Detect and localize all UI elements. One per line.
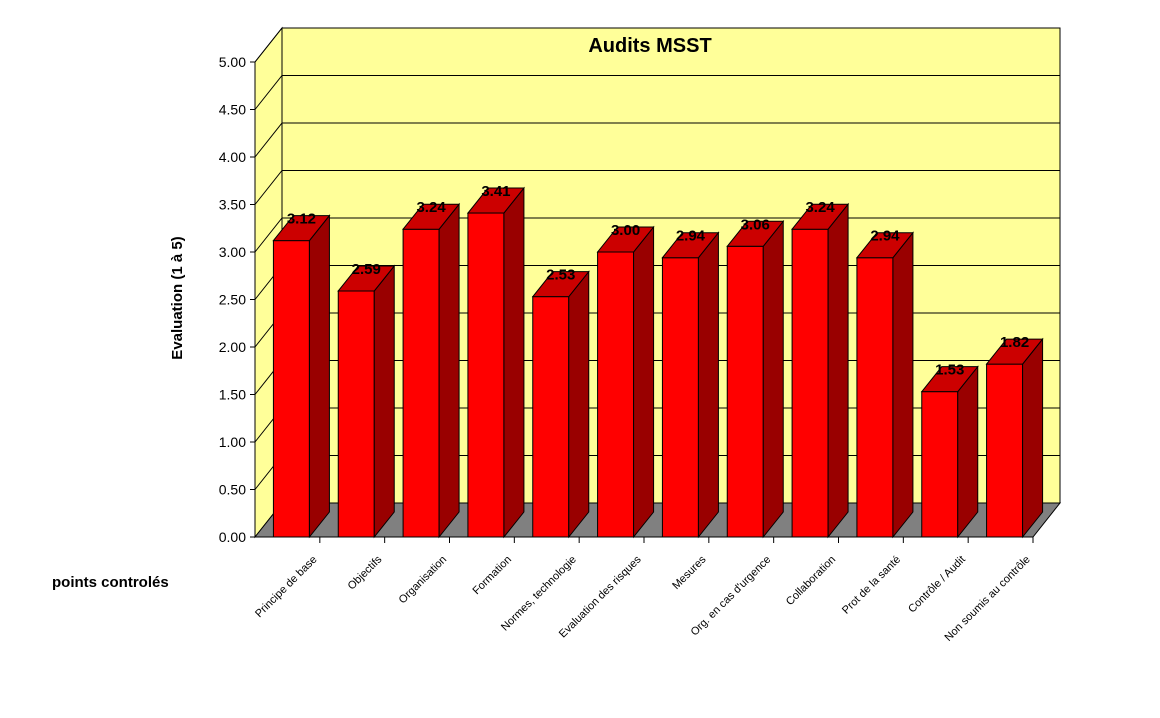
bar: 1.53: [920, 362, 979, 539]
gridline: [254, 27, 1060, 63]
bar-top: [402, 203, 461, 230]
bar-top: [985, 338, 1044, 365]
y-tick-label: 5.00: [219, 54, 246, 70]
y-axis-ticks: 0.00 0.50 1.00 1.50 2.00 2.50 3.00 3.50 4.00 4.50…: [219, 54, 256, 545]
bar: 2.94: [855, 228, 914, 539]
bar-side: [633, 225, 655, 539]
value-label: 2.53: [546, 267, 575, 284]
bar-top: [466, 187, 525, 214]
bar-top: [661, 232, 720, 259]
bar: 3.24: [791, 199, 850, 539]
value-label: 3.41: [481, 183, 510, 200]
bar: 3.00: [596, 222, 655, 539]
bar-side: [1022, 337, 1044, 539]
bar-top: [596, 226, 655, 253]
bar-side: [762, 219, 784, 539]
x-tick-label: Prot de la santé: [840, 554, 903, 617]
bar: 2.59: [337, 261, 396, 539]
value-label: 3.12: [287, 211, 316, 228]
bar-top: [337, 265, 396, 292]
y-tick-label: 2.50: [219, 292, 246, 308]
x-tick-label: Mesures: [670, 553, 709, 592]
bar-front: [986, 363, 1024, 538]
bar-top: [920, 366, 979, 393]
bar-front: [402, 228, 440, 538]
bar-side: [568, 270, 590, 539]
x-axis-ticks: Principe de base Objectifs Organisation For…: [253, 536, 1034, 644]
value-label: 2.94: [870, 228, 900, 245]
y-tick-label: 0.00: [219, 529, 246, 545]
bar-top: [726, 220, 785, 247]
bar: 2.53: [531, 267, 590, 539]
bar-front: [921, 391, 959, 538]
value-label: 1.53: [935, 362, 964, 379]
bar-side: [373, 264, 395, 539]
y-tick-label: 3.00: [219, 244, 246, 260]
x-tick-label: Formation: [471, 554, 515, 598]
bar-front: [532, 296, 570, 538]
bar-top: [791, 203, 850, 230]
y-tick-label: 3.50: [219, 197, 246, 213]
bar-front: [661, 257, 699, 538]
bar-side: [503, 186, 525, 539]
bar-side: [697, 231, 719, 539]
bar-front: [337, 290, 375, 538]
bar-front: [597, 251, 635, 538]
value-label: 3.24: [416, 199, 446, 216]
bar-front: [791, 228, 829, 538]
bar-side: [957, 365, 979, 539]
value-label: 3.24: [805, 199, 835, 216]
gridline: [254, 170, 1060, 205]
y-tick-label: 4.50: [219, 102, 246, 118]
x-tick-label: Organisation: [397, 554, 450, 607]
bar: 3.41: [466, 183, 525, 539]
bar-front: [467, 212, 505, 538]
x-tick-label: Contrôle / Audit: [906, 554, 968, 616]
gridline: [254, 122, 1060, 158]
x-tick-label: Objectifs: [346, 553, 385, 592]
bar: 3.12: [272, 211, 331, 539]
y-axis-label: Evaluation (1 à 5): [169, 236, 186, 359]
y-tick-label: 1.00: [219, 434, 246, 450]
bar: 3.24: [402, 199, 461, 539]
x-tick-label: Collaboration: [784, 554, 838, 608]
value-label: 2.59: [352, 261, 381, 278]
value-label: 3.06: [741, 216, 770, 233]
bar-top: [531, 271, 590, 298]
bar: 1.82: [985, 334, 1044, 539]
x-axis-label: points controlés: [52, 574, 169, 591]
y-tick-label: 2.00: [219, 339, 246, 355]
bar: 2.94: [661, 228, 720, 539]
value-label: 2.94: [676, 228, 706, 245]
chart-title: Audits MSST: [588, 35, 711, 57]
y-tick-label: 1.50: [219, 387, 246, 403]
y-tick-label: 4.00: [219, 149, 246, 165]
bar-front: [272, 240, 310, 538]
bar-side: [438, 202, 460, 539]
x-tick-label: Principe de base: [253, 554, 319, 620]
bar-side: [308, 214, 330, 539]
bar-top: [272, 215, 331, 242]
gridline: [254, 75, 1060, 110]
value-label: 1.82: [1000, 334, 1029, 351]
value-label: 3.00: [611, 222, 640, 239]
bars: 3.12 2.59 3.24 3.41 2.53 3.00 2.94 3.06 3.24 2.94…: [272, 183, 1044, 539]
bar-front: [726, 245, 764, 538]
bar-front: [856, 257, 894, 538]
y-tick-label: 0.50: [219, 482, 246, 498]
bar-side: [827, 202, 849, 539]
bar-side: [892, 231, 914, 539]
bar-top: [855, 232, 914, 259]
bar: 3.06: [726, 216, 785, 539]
